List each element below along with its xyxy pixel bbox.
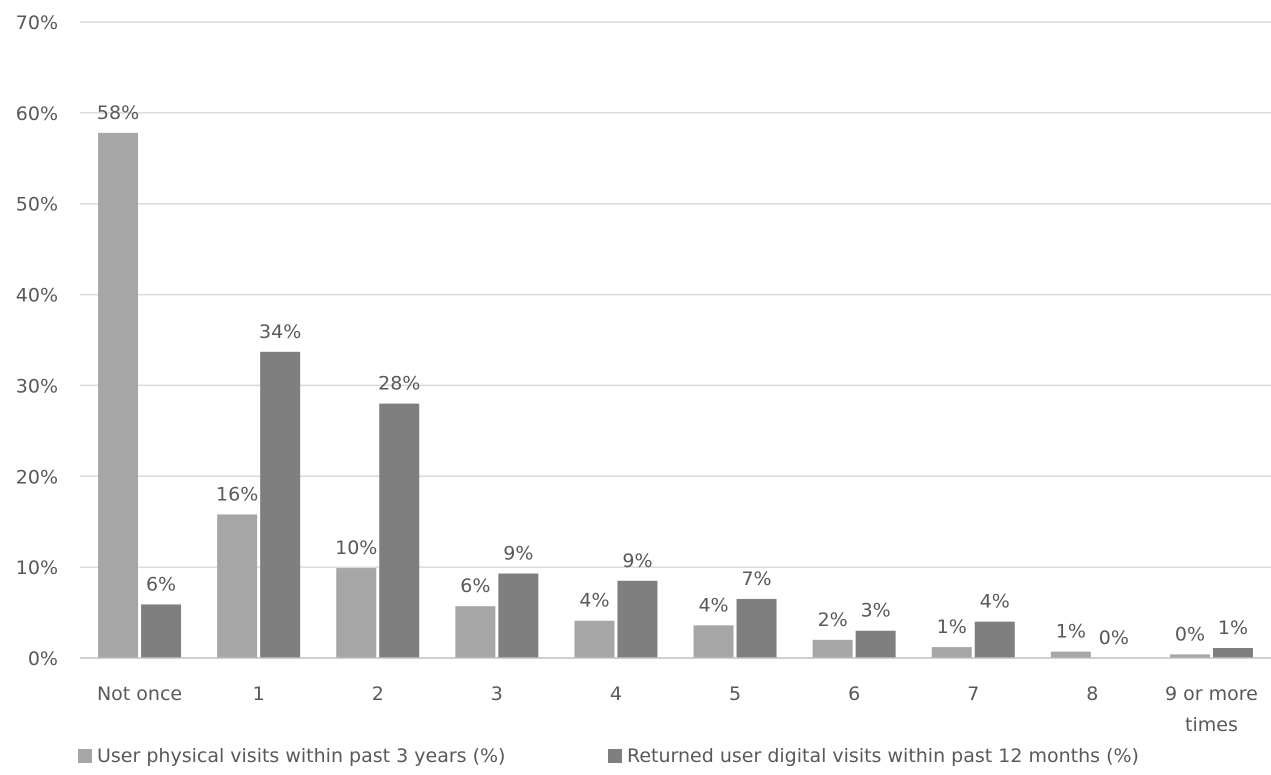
legend-label: User physical visits within past 3 years… <box>97 745 505 767</box>
x-tick-label: 7 <box>967 683 979 705</box>
y-tick-label: 70% <box>16 12 58 34</box>
bar <box>336 568 377 658</box>
data-label: 3% <box>861 600 891 622</box>
legend-item: User physical visits within past 3 years… <box>78 745 505 767</box>
data-label: 4% <box>579 590 609 612</box>
legend-item: Returned user digital visits within past… <box>608 745 1139 767</box>
data-labels: 58% 6% 16% 34% 10% 28% 6% 9% 4% 9% 4% 7% 2% 3% 1% 4% 1% 0… <box>97 102 1248 649</box>
data-label: 9% <box>622 550 652 572</box>
data-label: 0% <box>1099 627 1129 649</box>
bar <box>98 132 139 659</box>
x-tick-label: 1 <box>253 683 265 705</box>
bars <box>98 132 1253 659</box>
y-tick-label: 20% <box>16 466 58 488</box>
bar <box>455 606 496 658</box>
legend-label: Returned user digital visits within past… <box>627 745 1139 767</box>
x-axis-tick-labels: Not once 1 2 3 4 5 6 7 8 9 or more times <box>97 683 1258 736</box>
legend: User physical visits within past 3 years… <box>78 745 1139 767</box>
data-label: 1% <box>1056 621 1086 643</box>
bar <box>574 620 615 658</box>
gridlines <box>80 21 1271 568</box>
x-tick-label: 3 <box>491 683 503 705</box>
bar <box>217 514 258 658</box>
y-axis-tick-labels: 0% 10% 20% 30% 40% 50% 60% 70% <box>16 12 58 670</box>
x-tick-label: 5 <box>729 683 741 705</box>
bar <box>736 598 777 658</box>
x-tick-label: 2 <box>372 683 384 705</box>
bar <box>260 351 301 658</box>
y-tick-label: 10% <box>16 557 58 579</box>
bar <box>931 647 972 658</box>
bar <box>498 573 539 658</box>
y-tick-label: 0% <box>28 648 58 670</box>
bar <box>855 630 896 658</box>
bar <box>141 604 182 658</box>
x-tick-label: 4 <box>610 683 622 705</box>
legend-swatch <box>78 749 92 763</box>
data-label: 2% <box>818 609 848 631</box>
bar <box>812 639 853 658</box>
data-label: 4% <box>980 591 1010 613</box>
data-label: 28% <box>378 373 420 395</box>
data-label: 0% <box>1175 623 1205 645</box>
data-label: 7% <box>741 568 771 590</box>
x-tick-label: 6 <box>848 683 860 705</box>
bar <box>974 621 1015 658</box>
data-label: 34% <box>259 321 301 343</box>
x-tick-label: Not once <box>97 683 182 705</box>
x-tick-label: 9 or more times <box>1165 683 1258 736</box>
bar <box>1050 651 1091 658</box>
y-tick-label: 60% <box>16 103 58 125</box>
data-label: 4% <box>698 594 728 616</box>
data-label: 10% <box>335 537 377 559</box>
y-tick-label: 30% <box>16 375 58 397</box>
data-label: 58% <box>97 102 139 124</box>
y-tick-label: 50% <box>16 194 58 216</box>
legend-swatch <box>608 749 622 763</box>
bar <box>693 625 734 658</box>
data-label: 16% <box>216 483 258 505</box>
bar <box>1212 648 1253 658</box>
bar <box>379 403 420 658</box>
x-tick-label: 8 <box>1086 683 1098 705</box>
y-tick-label: 40% <box>16 285 58 307</box>
data-label: 6% <box>460 575 490 597</box>
data-label: 6% <box>146 573 176 595</box>
bar <box>617 580 658 658</box>
data-label: 1% <box>1218 617 1248 639</box>
bar <box>1169 654 1210 658</box>
data-label: 1% <box>937 616 967 638</box>
data-label: 9% <box>503 543 533 565</box>
